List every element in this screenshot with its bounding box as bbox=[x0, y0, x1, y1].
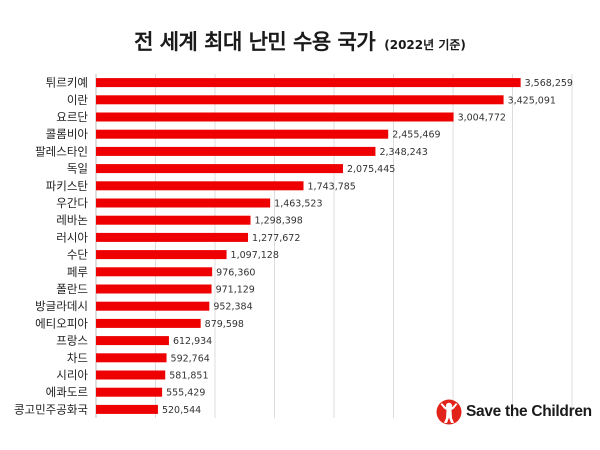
category-label: 폴란드 bbox=[56, 282, 88, 296]
bar bbox=[96, 78, 521, 88]
value-label: 879,598 bbox=[205, 319, 244, 330]
bar bbox=[96, 215, 251, 225]
category-label: 에콰도르 bbox=[46, 385, 88, 399]
bar bbox=[96, 146, 376, 156]
value-label: 1,097,128 bbox=[231, 250, 279, 261]
category-label: 이란 bbox=[67, 93, 89, 107]
category-label: 시리아 bbox=[56, 368, 88, 382]
bar bbox=[96, 95, 504, 105]
value-label: 592,764 bbox=[171, 353, 210, 364]
value-label: 952,384 bbox=[213, 302, 252, 313]
category-label: 튀르키예 bbox=[46, 76, 88, 90]
bar bbox=[96, 129, 389, 139]
value-label: 1,298,398 bbox=[255, 216, 303, 227]
bar bbox=[96, 318, 201, 328]
value-label: 971,129 bbox=[216, 285, 255, 296]
bar bbox=[96, 164, 343, 174]
value-label: 555,429 bbox=[166, 388, 205, 399]
value-label: 3,004,772 bbox=[458, 113, 506, 124]
value-label: 2,455,469 bbox=[392, 130, 440, 141]
bar bbox=[96, 198, 271, 208]
bar bbox=[96, 387, 163, 397]
bar bbox=[96, 250, 227, 260]
category-label: 우간다 bbox=[56, 196, 88, 210]
value-label: 581,851 bbox=[169, 371, 208, 382]
category-label: 팔레스타인 bbox=[35, 144, 88, 158]
save-the-children-icon bbox=[436, 399, 462, 425]
brand-logo: Save the Children bbox=[436, 395, 592, 429]
bar bbox=[96, 267, 213, 277]
bar bbox=[96, 301, 210, 311]
category-label: 프랑스 bbox=[56, 334, 88, 348]
category-labels: 튀르키예이란요르단콜롬비아팔레스타인독일파키스탄우간다레바논러시아수단페루폴란드… bbox=[14, 76, 88, 417]
bar bbox=[96, 232, 249, 242]
bar bbox=[96, 284, 212, 294]
bar bbox=[96, 370, 166, 380]
bar bbox=[96, 404, 158, 414]
value-label: 1,743,785 bbox=[308, 181, 356, 192]
category-label: 에티오피아 bbox=[35, 316, 88, 330]
category-label: 러시아 bbox=[56, 230, 88, 244]
category-label: 수단 bbox=[67, 248, 89, 262]
category-label: 방글라데시 bbox=[35, 299, 88, 313]
bar bbox=[96, 181, 304, 191]
category-label: 콜롬비아 bbox=[46, 127, 89, 141]
category-label: 페루 bbox=[67, 265, 88, 279]
category-label: 파키스탄 bbox=[46, 179, 89, 193]
bar bbox=[96, 353, 167, 363]
value-label: 2,075,445 bbox=[347, 164, 395, 175]
value-label: 976,360 bbox=[216, 267, 255, 278]
value-label: 520,544 bbox=[162, 405, 201, 416]
category-label: 콩고민주공화국 bbox=[14, 402, 88, 416]
category-label: 레바논 bbox=[56, 213, 88, 227]
value-label: 2,348,243 bbox=[379, 147, 427, 158]
value-label: 612,934 bbox=[173, 336, 212, 347]
chart-title: 전 세계 최대 난민 수용 국가 (2022년 기준) bbox=[0, 26, 600, 56]
value-label: 3,425,091 bbox=[508, 95, 556, 106]
chart-title-main: 전 세계 최대 난민 수용 국가 bbox=[134, 30, 376, 54]
chart-title-sub: (2022년 기준) bbox=[384, 38, 466, 52]
chart-grid bbox=[95, 74, 573, 418]
brand-name: Save the Children bbox=[466, 403, 592, 420]
value-label: 3,568,259 bbox=[525, 78, 573, 89]
chart-bars bbox=[96, 78, 521, 414]
value-label: 1,463,523 bbox=[274, 199, 322, 210]
value-label: 1,277,672 bbox=[252, 233, 300, 244]
bar bbox=[96, 336, 169, 346]
category-label: 차드 bbox=[67, 351, 88, 365]
bar bbox=[96, 112, 454, 122]
category-label: 독일 bbox=[67, 162, 88, 176]
category-label: 요르단 bbox=[56, 110, 88, 124]
